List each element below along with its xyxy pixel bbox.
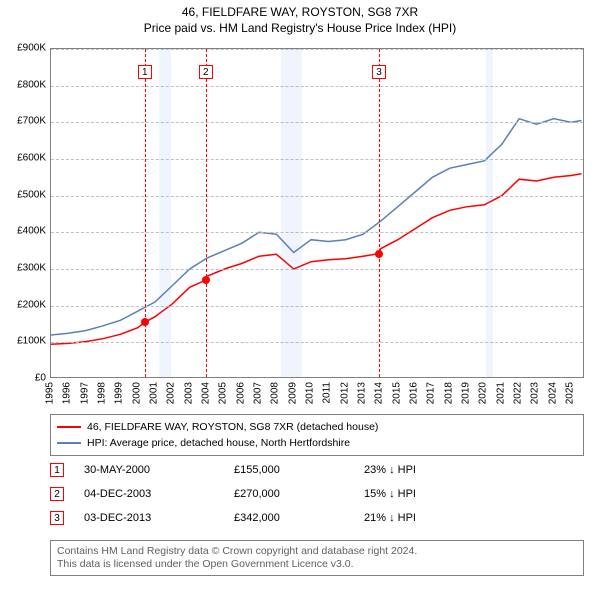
x-axis-label: 2002	[166, 382, 177, 404]
chart-title: 46, FIELDFARE WAY, ROYSTON, SG8 7XR	[0, 0, 600, 19]
legend-item-hpi: HPI: Average price, detached house, Nort…	[57, 435, 577, 451]
event-delta: 23% ↓ HPI	[364, 464, 584, 476]
x-axis-label: 2001	[149, 382, 160, 404]
x-axis-label: 2018	[443, 382, 454, 404]
event-number-box: 2	[50, 487, 64, 501]
x-axis-label: 2010	[305, 382, 316, 404]
legend-label: HPI: Average price, detached house, Nort…	[87, 437, 350, 449]
x-axis-label: 2019	[461, 382, 472, 404]
event-marker	[202, 276, 210, 284]
event-delta: 21% ↓ HPI	[364, 512, 584, 524]
x-axis-label: 2017	[426, 382, 437, 404]
x-axis-label: 1999	[114, 382, 125, 404]
x-axis-label: 1995	[45, 382, 56, 404]
y-axis-label: £500K	[0, 189, 46, 200]
x-axis-label: 2020	[478, 382, 489, 404]
event-row: 1 30-MAY-2000£155,00023% ↓ HPI	[50, 458, 584, 482]
x-axis-label: 2004	[201, 382, 212, 404]
event-line	[206, 49, 207, 377]
footer-attribution: Contains HM Land Registry data © Crown c…	[50, 540, 584, 576]
event-row: 2 04-DEC-2003£270,00015% ↓ HPI	[50, 482, 584, 506]
chart-subtitle: Price paid vs. HM Land Registry's House …	[0, 19, 600, 39]
x-axis-label: 2023	[530, 382, 541, 404]
x-axis-label: 2021	[495, 382, 506, 404]
x-axis-label: 2000	[131, 382, 142, 404]
recession-band	[159, 49, 171, 377]
y-axis-label: £800K	[0, 79, 46, 90]
event-date: 30-MAY-2000	[84, 464, 234, 476]
event-line	[379, 49, 380, 377]
event-price: £270,000	[234, 488, 364, 500]
gridline	[51, 86, 583, 87]
events-table: 1 30-MAY-2000£155,00023% ↓ HPI 2 04-DEC-200…	[50, 458, 584, 530]
event-number-box: 2	[199, 65, 213, 79]
y-axis-label: £0	[0, 373, 46, 384]
x-axis-label: 2022	[513, 382, 524, 404]
event-price: £342,000	[234, 512, 364, 524]
footer-line: This data is licensed under the Open Gov…	[57, 558, 577, 571]
recession-band	[486, 49, 493, 377]
legend-label: 46, FIELDFARE WAY, ROYSTON, SG8 7XR (det…	[87, 421, 378, 433]
chart-area: 123 £0£100K£200K£300K£400K£500K£600K£700…	[50, 48, 584, 400]
gridline	[51, 306, 583, 307]
x-axis-label: 2007	[253, 382, 264, 404]
y-axis-label: £200K	[0, 299, 46, 310]
x-axis-label: 2024	[547, 382, 558, 404]
event-number-box: 1	[50, 463, 64, 477]
y-axis-label: £700K	[0, 116, 46, 127]
event-marker	[141, 318, 149, 326]
y-axis-label: £900K	[0, 43, 46, 54]
recession-band	[281, 49, 303, 377]
gridline	[51, 232, 583, 233]
event-row: 3 03-DEC-2013£342,00021% ↓ HPI	[50, 506, 584, 530]
x-axis-label: 1996	[62, 382, 73, 404]
gridline	[51, 196, 583, 197]
x-axis-label: 2009	[287, 382, 298, 404]
plot-area: 1 2 3	[50, 48, 584, 378]
gridline	[51, 49, 583, 50]
legend-swatch	[57, 426, 81, 428]
x-axis-label: 1997	[79, 382, 90, 404]
event-number-box: 1	[138, 65, 152, 79]
x-axis-label: 2012	[339, 382, 350, 404]
y-axis-label: £600K	[0, 153, 46, 164]
y-axis-label: £300K	[0, 263, 46, 274]
legend-swatch	[57, 442, 81, 444]
series-line-hpi	[51, 119, 582, 335]
gridline	[51, 122, 583, 123]
x-axis-label: 2008	[270, 382, 281, 404]
x-axis-label: 2015	[391, 382, 402, 404]
gridline	[51, 342, 583, 343]
x-axis-label: 2006	[235, 382, 246, 404]
x-axis-label: 1998	[97, 382, 108, 404]
event-delta: 15% ↓ HPI	[364, 488, 584, 500]
footer-line: Contains HM Land Registry data © Crown c…	[57, 545, 577, 558]
line-layer	[51, 49, 584, 378]
event-line	[145, 49, 146, 377]
event-number-box: 3	[372, 65, 386, 79]
event-date: 04-DEC-2003	[84, 488, 234, 500]
legend-item-price-paid: 46, FIELDFARE WAY, ROYSTON, SG8 7XR (det…	[57, 419, 577, 435]
x-axis-label: 2005	[218, 382, 229, 404]
event-number-box: 3	[50, 511, 64, 525]
figure: 46, FIELDFARE WAY, ROYSTON, SG8 7XR Pric…	[0, 0, 600, 590]
x-axis-label: 2025	[565, 382, 576, 404]
x-axis-label: 2013	[357, 382, 368, 404]
event-price: £155,000	[234, 464, 364, 476]
event-date: 03-DEC-2013	[84, 512, 234, 524]
gridline	[51, 159, 583, 160]
x-axis-label: 2014	[374, 382, 385, 404]
gridline	[51, 269, 583, 270]
series-line-price_paid	[51, 174, 582, 345]
y-axis-label: £100K	[0, 336, 46, 347]
y-axis-label: £400K	[0, 226, 46, 237]
x-axis-label: 2011	[322, 382, 333, 404]
event-marker	[375, 250, 383, 258]
x-axis-label: 2016	[409, 382, 420, 404]
x-axis-label: 2003	[183, 382, 194, 404]
legend: 46, FIELDFARE WAY, ROYSTON, SG8 7XR (det…	[50, 414, 584, 456]
